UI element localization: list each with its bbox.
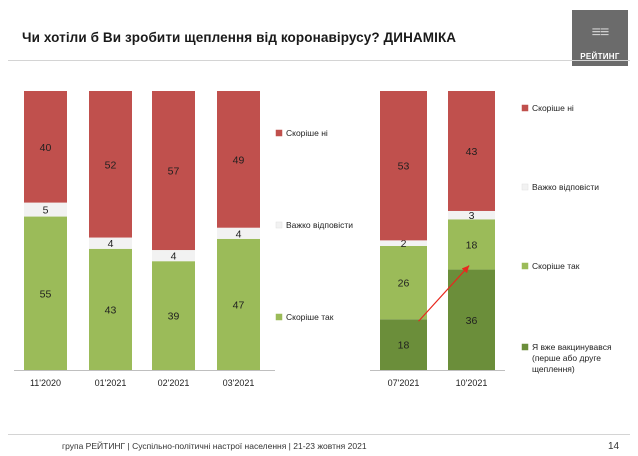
- bar-segment-11-2020-скоріше-так: [24, 216, 67, 370]
- data-label-03-2021-важко-відповісти: 4: [236, 228, 242, 240]
- bar-segment-07-2021-скоріше-ні: [380, 91, 427, 241]
- legend-label-я-вже-вакцинувався-перше-або-друге-щеплення: Я вже вакцинувався: [532, 342, 612, 352]
- rating-logo: ≡≡ РЕЙТИНГ: [572, 10, 628, 66]
- logo-mark-icon: ≡≡: [591, 24, 610, 41]
- page-title: Чи хотіли б Ви зробити щеплення від коро…: [22, 30, 457, 45]
- data-label-02-2021-скоріше-так: 39: [168, 311, 180, 323]
- legend-label-скоріше-так: Скоріше так: [532, 261, 580, 271]
- footer-text: група РЕЙТИНГ | Суспільно-політичні наст…: [62, 441, 367, 451]
- bar-segment-03-2021-скоріше-так: [217, 238, 260, 370]
- bar-segment-07-2021-скоріше-так: [380, 246, 427, 320]
- legend-label-скоріше-так: Скоріше так: [286, 312, 334, 322]
- data-label-07-2021-скоріше-ні: 53: [398, 161, 410, 173]
- category-label-11-2020: 11'2020: [30, 378, 61, 388]
- bar-segment-10-2021-важко-відповісти: [448, 210, 495, 220]
- page-number: 14: [608, 441, 620, 452]
- footer-divider: [8, 434, 630, 435]
- data-label-07-2021-скоріше-так: 26: [398, 278, 410, 290]
- legend-label-скоріше-ні: Скоріше ні: [286, 128, 328, 138]
- trend-arrow: [418, 265, 470, 322]
- legend-swatch-скоріше-ні: [521, 104, 529, 112]
- bar-segment-02-2021-скоріше-так: [152, 261, 195, 370]
- data-label-07-2021-я-вже-вакцинувався-перше-або-друге-щеплення: 18: [398, 340, 410, 352]
- data-label-02-2021-скоріше-ні: 57: [168, 166, 180, 178]
- data-label-07-2021-важко-відповісти: 2: [401, 238, 407, 250]
- data-label-01-2021-важко-відповісти: 4: [108, 238, 114, 250]
- bar-segment-01-2021-важко-відповісти: [89, 237, 132, 249]
- data-label-10-2021-важко-відповісти: 3: [469, 210, 475, 222]
- category-label-02-2021: 02'2021: [158, 378, 190, 388]
- bar-segment-01-2021-скоріше-так: [89, 248, 132, 370]
- bar-segment-01-2021-скоріше-ні: [89, 91, 132, 238]
- legend-swatch-важко-відповісти: [275, 221, 283, 229]
- bar-segment-03-2021-важко-відповісти: [217, 227, 260, 239]
- bar-segment-02-2021-скоріше-ні: [152, 91, 195, 251]
- data-label-02-2021-важко-відповісти: 4: [171, 251, 177, 263]
- legend-swatch-я-вже-вакцинувався-перше-або-друге-щеплення: [521, 343, 529, 351]
- category-label-07-2021: 07'2021: [388, 378, 420, 388]
- logo-text: РЕЙТИНГ: [580, 52, 620, 61]
- category-label-01-2021: 01'2021: [95, 378, 127, 388]
- legend-label-скоріше-ні: Скоріше ні: [532, 103, 574, 113]
- legend-swatch-скоріше-ні: [275, 129, 283, 137]
- bar-segment-10-2021-скоріше-так: [448, 219, 495, 270]
- legend-swatch-важко-відповісти: [521, 183, 529, 191]
- bar-segment-02-2021-важко-відповісти: [152, 250, 195, 262]
- data-label-11-2020-скоріше-ні: 40: [40, 142, 52, 154]
- category-label-03-2021: 03'2021: [223, 378, 255, 388]
- bar-segment-11-2020-важко-відповісти: [24, 202, 67, 217]
- bar-segment-07-2021-я-вже-вакцинувався-перше-або-друге-щеплення: [380, 319, 427, 370]
- data-label-03-2021-скоріше-ні: 49: [233, 154, 245, 166]
- data-label-11-2020-скоріше-так: 55: [40, 288, 52, 300]
- data-label-11-2020-важко-відповісти: 5: [43, 205, 49, 217]
- category-label-10-2021: 10'2021: [456, 378, 488, 388]
- bar-segment-10-2021-я-вже-вакцинувався-перше-або-друге-щеплення: [448, 269, 495, 370]
- header-divider: [8, 60, 630, 61]
- legend-label-важко-відповісти: Важко відповісти: [532, 182, 599, 192]
- data-label-01-2021-скоріше-так: 43: [105, 304, 117, 316]
- legend-swatch-скоріше-так: [275, 313, 283, 321]
- bar-segment-11-2020-скоріше-ні: [24, 91, 67, 203]
- legend-label-я-вже-вакцинувався-перше-або-друге-щеплення-line2: щеплення): [532, 364, 575, 374]
- legend-label-важко-відповісти: Важко відповісти: [286, 220, 353, 230]
- legend-label-я-вже-вакцинувався-перше-або-друге-щеплення-line1: (перше або друге: [532, 353, 601, 363]
- data-label-01-2021-скоріше-ні: 52: [105, 159, 117, 171]
- bar-segment-07-2021-важко-відповісти: [380, 240, 427, 246]
- data-label-10-2021-я-вже-вакцинувався-перше-або-друге-щеплення: 36: [466, 315, 478, 327]
- bar-segment-10-2021-скоріше-ні: [448, 91, 495, 211]
- data-label-10-2021-скоріше-ні: 43: [466, 146, 478, 158]
- bar-segment-03-2021-скоріше-ні: [217, 91, 260, 228]
- data-label-03-2021-скоріше-так: 47: [233, 299, 245, 311]
- data-label-10-2021-скоріше-так: 18: [466, 239, 478, 251]
- legend-swatch-скоріше-так: [521, 262, 529, 270]
